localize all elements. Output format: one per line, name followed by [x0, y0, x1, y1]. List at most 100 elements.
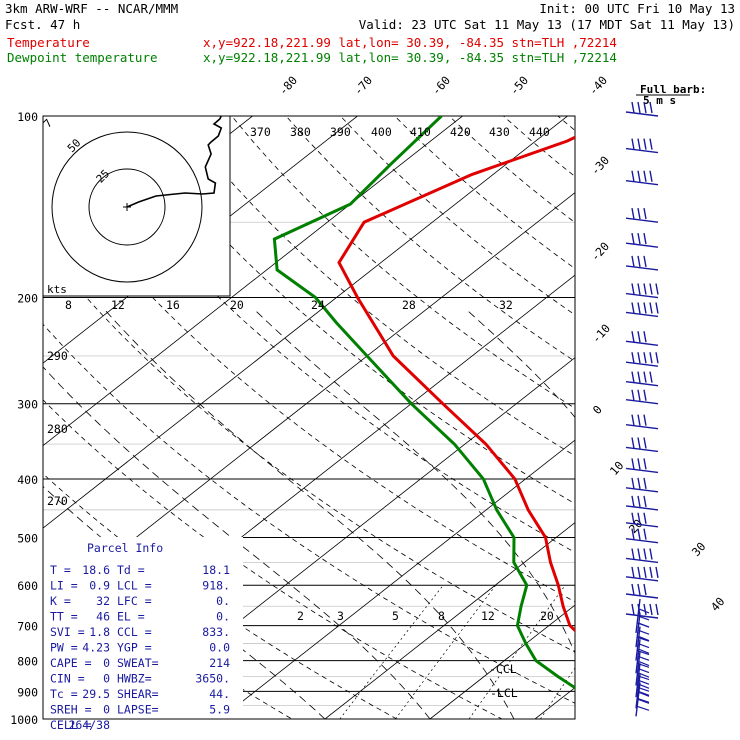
dry-adiabat [557, 116, 575, 131]
isotherm-label: 20 [626, 516, 646, 536]
barb-key-line2: 5 m s [643, 94, 676, 107]
dry-adiabat [231, 116, 575, 409]
wind-barb [625, 233, 659, 248]
pressure-tick-label: 300 [17, 398, 38, 412]
wind-barb [625, 331, 659, 346]
theta-label: 380 [290, 125, 311, 139]
parcel-info-value: LI = [50, 579, 78, 593]
parcel-info-value: CAPE = [50, 656, 92, 670]
wind-barb [625, 371, 659, 387]
parcel-info-title: Parcel Info [87, 541, 163, 555]
parcel-info-value: 0 [103, 703, 110, 717]
parcel-info-value: CELL = [50, 718, 92, 732]
legend-temperature: Temperature [7, 35, 90, 50]
parcel-info-value: CCL = [117, 625, 152, 639]
parcel-info-value: 18.6 [82, 563, 110, 577]
wind-barb [625, 548, 659, 564]
parcel-info-value: 29.5 [82, 687, 110, 701]
theta-label: 400 [371, 125, 392, 139]
parcel-info-value: T = [50, 563, 71, 577]
isotherm-label: -20 [588, 239, 612, 264]
dewpoint-profile [272, 116, 575, 690]
hodograph-ring-50 [51, 131, 203, 283]
pressure-tick-label: 600 [17, 579, 38, 593]
pressure-tick-label: 200 [17, 292, 38, 306]
mixing-ratio-label: 3 [337, 609, 344, 623]
wind-barb [635, 674, 650, 709]
isotherm [43, 192, 575, 612]
wind-barb [625, 566, 659, 582]
wind-barb [625, 352, 659, 367]
plot-frame [42, 115, 576, 720]
wind-barb [625, 170, 659, 186]
isotherm-label: -40 [586, 73, 610, 98]
theta-label: 280 [47, 422, 68, 436]
parcel-info-value: SVI = [50, 625, 85, 639]
mixing-ratio-label: 24 [311, 298, 325, 312]
mixing-ratio-line [468, 584, 566, 719]
moist-adiabat [254, 310, 575, 654]
isotherm [429, 604, 575, 719]
wind-barb [625, 283, 659, 299]
isotherm-label: 0 [590, 402, 605, 417]
dry-adiabat [666, 116, 740, 732]
hodograph-inset: 50 25 7 kts [41, 115, 231, 297]
mixing-ratio-label: 12 [111, 298, 125, 312]
dry-adiabat [122, 116, 575, 505]
parcel-info-value: 0 [103, 672, 110, 686]
parcel-info-value: YGP = [117, 641, 152, 655]
isotherm-label: 30 [689, 539, 709, 559]
parcel-info-value: 44. [209, 687, 230, 701]
init-time: Init: 00 UTC Fri 10 May 13 [539, 1, 735, 16]
isotherm [640, 116, 740, 719]
parcel-info-value: 214 [209, 656, 230, 670]
hodograph-ring-25 [88, 168, 166, 246]
parcel-info-value: EL = [117, 610, 145, 624]
wind-barb [625, 477, 659, 493]
dry-adiabat [503, 116, 575, 177]
parcel-info-value: HWBZ= [117, 672, 152, 686]
lcl-marker: -LCL [490, 686, 518, 700]
isotherm [43, 116, 568, 529]
legend-temperature-info: x,y=922.18,221.99 lat,lon= 30.39, -84.35… [203, 35, 617, 50]
wind-barb [625, 603, 659, 619]
mixing-ratio-label: 16 [166, 298, 180, 312]
parcel-info-value: TT = [50, 610, 78, 624]
isotherm [219, 439, 575, 719]
parcel-info-value: SHEAR= [117, 687, 159, 701]
mixing-ratio-line [540, 667, 575, 719]
parcel-info-value: 18.1 [202, 563, 230, 577]
wind-barb [625, 414, 659, 430]
legend-dewpoint-info: x,y=922.18,221.99 lat,lon= 30.39, -84.35… [203, 50, 617, 65]
pressure-tick-label: 400 [17, 473, 38, 487]
parcel-info-value: LFC = [117, 594, 152, 608]
dry-adiabat [43, 245, 575, 653]
wind-barb [635, 682, 650, 717]
wind-barb [625, 458, 659, 474]
wind-barb [625, 495, 659, 511]
isotherm-label: -60 [429, 73, 453, 98]
parcel-info-value: 5.9 [209, 703, 230, 717]
mixing-ratio-label: 32 [499, 298, 513, 312]
parcel-info-value: 46 [96, 610, 110, 624]
parcel-info-value: LAPSE= [117, 703, 159, 717]
moist-adiabat [724, 310, 740, 719]
mixing-ratio-label: 20 [230, 298, 244, 312]
pressure-tick-label: 100 [17, 110, 38, 124]
dry-adiabat [43, 323, 575, 704]
isotherm-label: 40 [708, 594, 728, 614]
isotherm-label: -70 [351, 73, 375, 98]
theta-label: 370 [250, 125, 271, 139]
hodograph-trace [126, 116, 223, 208]
wind-barbs [625, 101, 659, 717]
wind-barb [625, 512, 659, 528]
pressure-tick-label: 700 [17, 620, 38, 634]
dry-adiabat [721, 116, 740, 732]
theta-label: 270 [47, 494, 68, 508]
valid-time: Valid: 23 UTC Sat 11 May 13 (17 MDT Sat … [359, 17, 735, 32]
parcel-info-value: SREH = [50, 703, 92, 717]
parcel-info-value: 0.9 [89, 579, 110, 593]
mixing-ratio-label: 5 [392, 609, 399, 623]
isotherm-label: -80 [276, 73, 300, 98]
